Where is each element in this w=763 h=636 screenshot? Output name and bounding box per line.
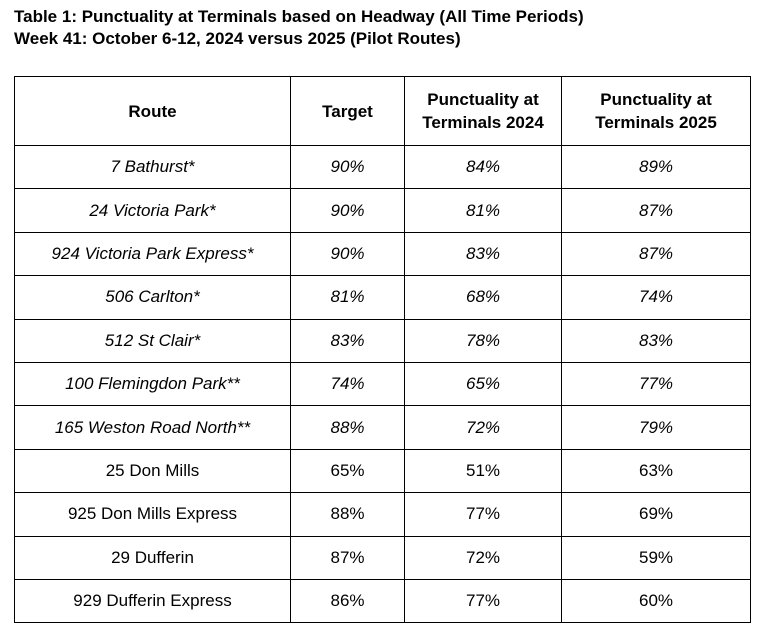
cell-target: 87% (290, 535, 405, 580)
header-punctuality-2024: Punctuality at Terminals 2024 (404, 76, 562, 146)
cell-target: 88% (290, 405, 405, 450)
caption-title: Table 1: Punctuality at Terminals based … (14, 7, 584, 26)
cell-target: 65% (290, 448, 405, 494)
cell-route: 506 Carlton* (14, 275, 291, 320)
table-row: 512 St Clair* 83% 78% 83% (14, 318, 751, 363)
cell-route: 924 Victoria Park Express* (14, 231, 291, 277)
cell-target: 88% (290, 492, 405, 537)
cell-punctuality-2024: 81% (404, 188, 562, 233)
table-row: 506 Carlton* 81% 68% 74% (14, 275, 751, 320)
table-row: 7 Bathurst* 90% 84% 89% (14, 144, 751, 190)
cell-route: 929 Dufferin Express (14, 578, 291, 624)
cell-route: 29 Dufferin (14, 535, 291, 580)
cell-punctuality-2024: 51% (404, 448, 562, 494)
cell-punctuality-2024: 78% (404, 318, 562, 363)
cell-punctuality-2024: 72% (404, 405, 562, 450)
cell-punctuality-2025: 59% (561, 535, 751, 580)
header-punctuality-2024-line1: Punctuality at (427, 90, 539, 109)
cell-punctuality-2025: 74% (561, 275, 751, 320)
table-header-row: Route Target Punctuality at Terminals 202… (14, 76, 751, 146)
cell-punctuality-2025: 87% (561, 231, 751, 277)
cell-punctuality-2025: 63% (561, 448, 751, 494)
caption-subtitle: Week 41: October 6-12, 2024 versus 2025 … (14, 29, 461, 48)
header-punctuality-2025-line2: Terminals 2025 (595, 113, 717, 132)
cell-punctuality-2025: 79% (561, 405, 751, 450)
table-row: 25 Don Mills 65% 51% 63% (14, 448, 751, 494)
table-caption: Table 1: Punctuality at Terminals based … (14, 6, 584, 50)
cell-punctuality-2025: 60% (561, 578, 751, 624)
cell-target: 74% (290, 361, 405, 407)
cell-route: 25 Don Mills (14, 448, 291, 494)
cell-target: 81% (290, 275, 405, 320)
header-target: Target (290, 76, 405, 146)
cell-punctuality-2024: 77% (404, 492, 562, 537)
table-row: 929 Dufferin Express 86% 77% 60% (14, 578, 751, 624)
cell-target: 90% (290, 144, 405, 190)
cell-route: 100 Flemingdon Park** (14, 361, 291, 407)
cell-punctuality-2024: 65% (404, 361, 562, 407)
header-punctuality-2024-line2: Terminals 2024 (422, 113, 544, 132)
cell-punctuality-2025: 89% (561, 144, 751, 190)
cell-punctuality-2025: 83% (561, 318, 751, 363)
cell-punctuality-2025: 87% (561, 188, 751, 233)
cell-target: 83% (290, 318, 405, 363)
cell-punctuality-2025: 77% (561, 361, 751, 407)
table-row: 925 Don Mills Express 88% 77% 69% (14, 492, 751, 537)
cell-punctuality-2025: 69% (561, 492, 751, 537)
cell-route: 512 St Clair* (14, 318, 291, 363)
cell-punctuality-2024: 68% (404, 275, 562, 320)
table-body: 7 Bathurst* 90% 84% 89% 24 Victoria Park* 90%… (14, 144, 751, 624)
table-row: 165 Weston Road North** 88% 72% 79% (14, 405, 751, 450)
cell-punctuality-2024: 77% (404, 578, 562, 624)
cell-target: 90% (290, 188, 405, 233)
header-punctuality-2025-line1: Punctuality at (600, 90, 712, 109)
cell-route: 24 Victoria Park* (14, 188, 291, 233)
table-row: 100 Flemingdon Park** 74% 65% 77% (14, 361, 751, 407)
cell-route: 7 Bathurst* (14, 144, 291, 190)
table-row: 924 Victoria Park Express* 90% 83% 87% (14, 231, 751, 277)
cell-target: 86% (290, 578, 405, 624)
header-route: Route (14, 76, 291, 146)
cell-punctuality-2024: 72% (404, 535, 562, 580)
punctuality-table: Route Target Punctuality at Terminals 202… (14, 76, 751, 624)
cell-target: 90% (290, 231, 405, 277)
table-row: 24 Victoria Park* 90% 81% 87% (14, 188, 751, 233)
header-punctuality-2025: Punctuality at Terminals 2025 (561, 76, 751, 146)
cell-route: 925 Don Mills Express (14, 492, 291, 537)
cell-punctuality-2024: 84% (404, 144, 562, 190)
cell-route: 165 Weston Road North** (14, 405, 291, 450)
cell-punctuality-2024: 83% (404, 231, 562, 277)
table-row: 29 Dufferin 87% 72% 59% (14, 535, 751, 580)
